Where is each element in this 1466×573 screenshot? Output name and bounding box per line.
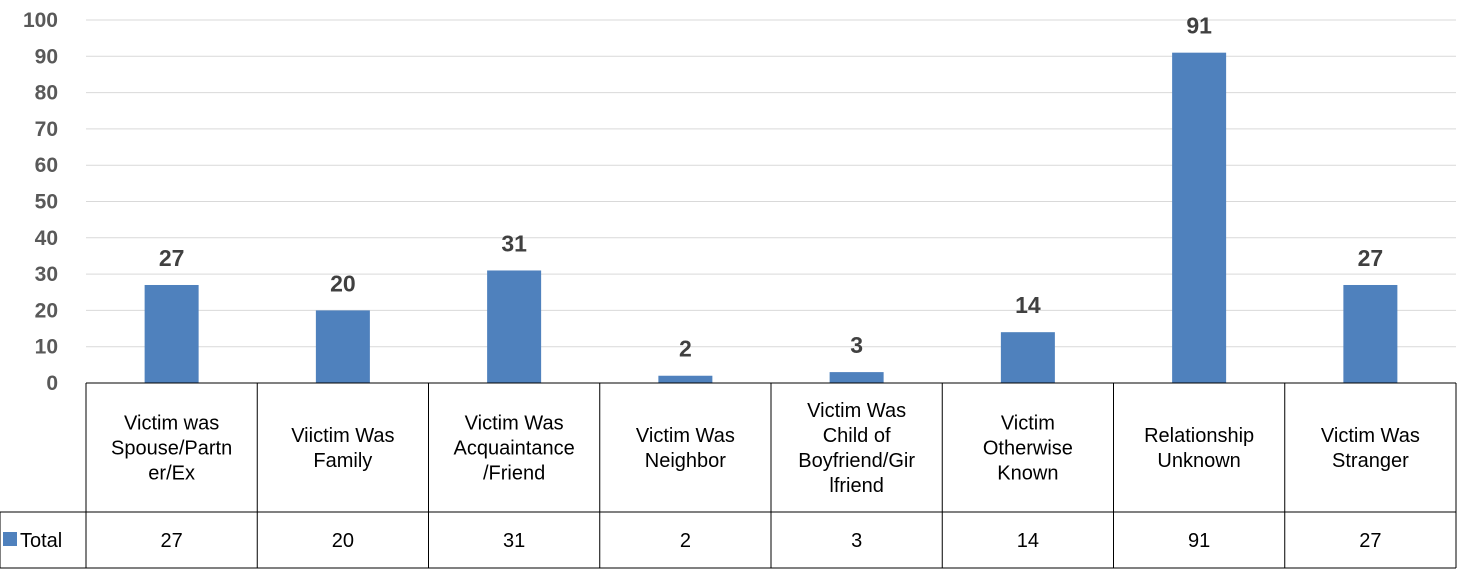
category-label: Victim Was Child of Boyfriend/Gir lfriend [798, 400, 915, 497]
data-label: 3 [850, 332, 863, 358]
data-table: Victim was Spouse/Partn er/Ex Viictim Was Fa… [0, 382, 1457, 569]
data-label: 31 [501, 230, 527, 256]
bar [658, 375, 713, 383]
data-label: 27 [1358, 245, 1384, 271]
y-tick-label: 40 [35, 227, 58, 250]
bar [1343, 284, 1398, 383]
bar [1172, 52, 1227, 384]
bar [144, 284, 199, 383]
bar [487, 270, 542, 383]
y-tick-label: 20 [35, 299, 58, 322]
table-value: 14 [1017, 530, 1039, 552]
category-label: Victim Was Acquaintance/Friend [454, 413, 575, 485]
table-value: 3 [851, 530, 862, 552]
y-tick-label: 70 [35, 118, 58, 141]
category-label: Victim Was Neighbor [636, 425, 735, 472]
data-label: 20 [330, 270, 356, 296]
bars [144, 52, 1398, 384]
legend-label: Total [20, 530, 62, 552]
data-label: 14 [1015, 292, 1041, 318]
y-tick-label: 60 [35, 154, 58, 177]
y-tick-label: 100 [23, 9, 58, 32]
bar [829, 372, 884, 383]
table-value: 27 [161, 530, 183, 552]
bar [315, 310, 370, 383]
table-value: 31 [503, 530, 525, 552]
category-label: Victim Was Stranger [1321, 425, 1420, 472]
y-tick-label: 50 [35, 191, 58, 214]
y-tick-label: 10 [35, 336, 58, 359]
category-label: Victim was Spouse/Partn er/Ex [111, 413, 232, 485]
y-tick-label: 80 [35, 82, 58, 105]
y-tick-label: 90 [35, 45, 58, 68]
data-label: 27 [159, 245, 185, 271]
table-value: 27 [1359, 530, 1381, 552]
legend-key [3, 532, 17, 546]
table-value: 2 [680, 530, 691, 552]
y-tick-label: 30 [35, 263, 58, 286]
category-label: Viictim Was Family [291, 425, 394, 472]
category-label: Relationship Unknown [1144, 425, 1254, 472]
data-labels: 27 20 31 2 3 14 91 27 [159, 13, 1383, 362]
gridlines [86, 19, 1456, 348]
y-axis-ticks: 0 10 20 30 40 50 60 70 80 90 100 [23, 9, 58, 395]
data-label: 91 [1186, 13, 1212, 39]
data-label: 2 [679, 336, 692, 362]
table-value: 91 [1188, 530, 1210, 552]
category-label: Victim Otherwise Known [983, 413, 1073, 485]
y-tick-label: 0 [46, 372, 58, 395]
table-value: 20 [332, 530, 354, 552]
bar [1000, 332, 1055, 383]
